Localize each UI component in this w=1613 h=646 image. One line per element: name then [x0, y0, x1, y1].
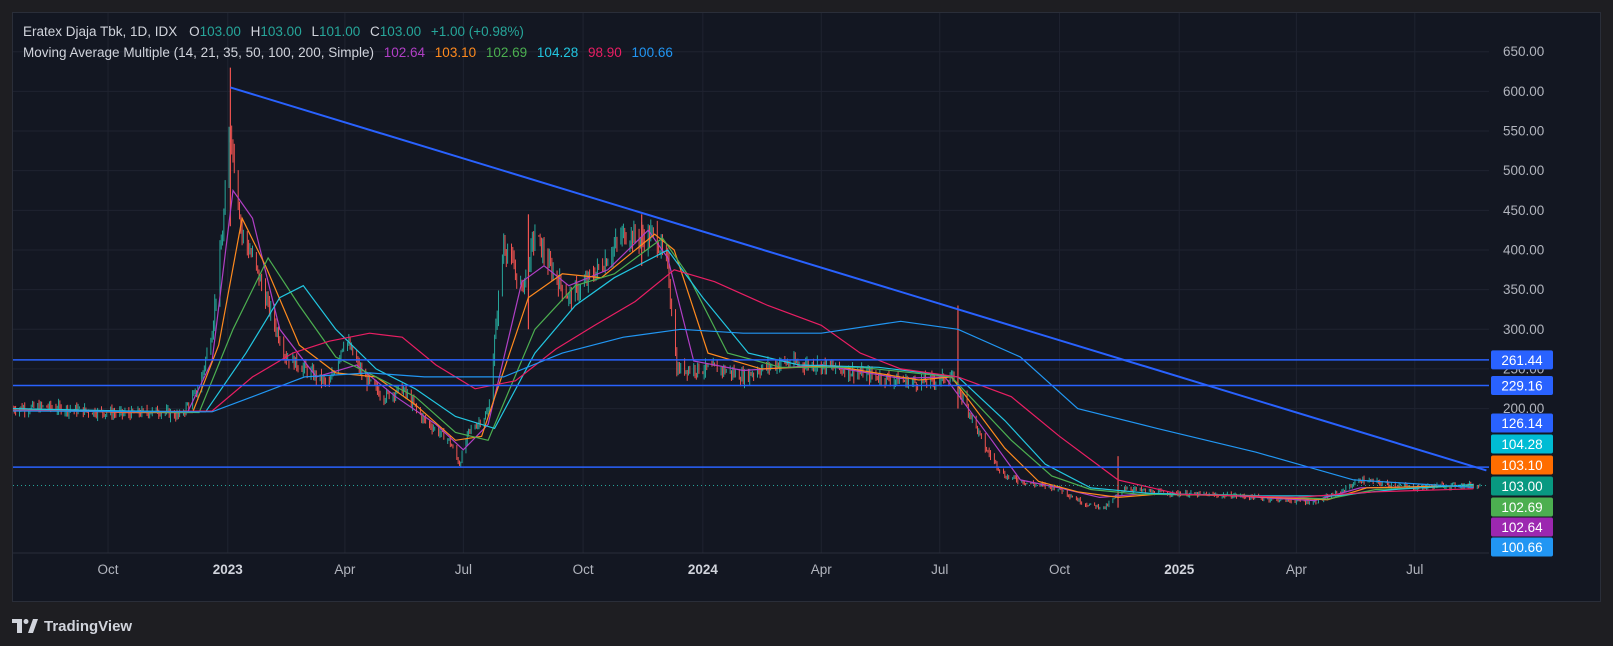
price-chart[interactable]: 650.00 600.00 550.00 500.00 450.00 400.00 350.…	[13, 13, 1602, 603]
level-badge-bg	[1491, 413, 1553, 433]
ma-badge-bg	[1491, 434, 1553, 454]
price-tick-label: 500.00	[1503, 163, 1544, 178]
level-badge: 126.14	[1491, 413, 1553, 433]
ma-line-ma-21	[13, 216, 1474, 501]
time-tick-label: Jul	[1406, 562, 1423, 577]
price-tick-label: 300.00	[1503, 322, 1544, 337]
ma-badge-bg	[1491, 517, 1553, 537]
ma-badge-bg	[1491, 455, 1553, 475]
time-tick-label: 2025	[1164, 562, 1195, 577]
high-value: 103.00	[260, 24, 302, 39]
time-axis: Oct 2023 Apr Jul Oct 2024 Apr Jul Oct 2025 Apr Jul	[98, 562, 1424, 577]
level-badge-bg	[1491, 375, 1553, 395]
low-label: L	[311, 24, 319, 39]
indicator-title: Moving Average Multiple (14, 21, 35, 50,…	[23, 45, 374, 60]
grid	[13, 13, 1489, 553]
tradingview-brand: TradingView	[44, 617, 133, 635]
high-label: H	[250, 24, 261, 39]
time-tick-label: Apr	[334, 562, 356, 577]
time-tick-label: Oct	[573, 562, 594, 577]
ma-value-14: 102.64	[383, 45, 426, 60]
tradingview-footer[interactable]: TradingView	[12, 615, 132, 637]
ma-badge: 100.66	[1491, 537, 1553, 557]
level-badge: 261.44	[1491, 350, 1553, 370]
current-price-badge-bg	[1491, 476, 1553, 496]
descending-trendline	[230, 86, 1487, 472]
price-tick-label: 350.00	[1503, 282, 1544, 297]
ma-line-ma-200	[13, 320, 1474, 488]
ma-line-ma-100	[13, 269, 1474, 499]
time-tick-label: 2023	[213, 562, 244, 577]
ma-badge-text: 100.66	[1501, 540, 1542, 555]
open-value: 103.00	[199, 24, 241, 39]
ma-value-50: 104.28	[536, 45, 579, 60]
time-tick-label: Apr	[811, 562, 833, 577]
current-price-badge-text: 103.00	[1501, 479, 1542, 494]
time-tick-label: Oct	[1049, 562, 1070, 577]
ma-line-ma-50	[13, 249, 1474, 497]
indicator-legend[interactable]: Moving Average Multiple (14, 21, 35, 50,…	[23, 45, 675, 60]
ma-badge-bg	[1491, 537, 1553, 557]
symbol-legend: Eratex Djaja Tbk, 1D, IDX O103.00 H103.0…	[23, 24, 526, 39]
ma-badge: 104.28	[1491, 434, 1553, 454]
ma-badge-bg	[1491, 497, 1553, 517]
current-price-badge: 103.00	[1491, 476, 1553, 496]
low-value: 101.00	[318, 24, 361, 39]
time-tick-label: Jul	[931, 562, 948, 577]
ma-value-35: 102.69	[485, 45, 528, 60]
close-label: C	[370, 24, 380, 39]
time-tick-label: Apr	[1286, 562, 1308, 577]
ma-badge: 103.10	[1491, 455, 1553, 475]
level-badge-text: 229.16	[1501, 378, 1542, 393]
ma-line-ma-14	[13, 188, 1474, 502]
candles	[13, 67, 1481, 510]
time-tick-label: 2024	[688, 562, 719, 577]
ma-value-21: 103.10	[434, 45, 477, 60]
close-value: 103.00	[379, 24, 422, 39]
chart-frame: 650.00 600.00 550.00 500.00 450.00 400.00 350.…	[12, 12, 1601, 602]
level-badge-text: 261.44	[1501, 353, 1543, 368]
price-tick-label: 550.00	[1503, 124, 1544, 139]
open-label: O	[189, 24, 200, 39]
price-tick-label: 200.00	[1503, 401, 1544, 416]
level-badge-bg	[1491, 350, 1553, 370]
ma-badge-text: 104.28	[1501, 437, 1542, 452]
ma-badge-text: 102.64	[1501, 520, 1543, 535]
tradingview-logo-icon	[12, 619, 38, 633]
ma-badge-text: 103.10	[1501, 458, 1542, 473]
ma-badge: 102.64	[1491, 517, 1553, 537]
level-badge-text: 126.14	[1501, 416, 1543, 431]
ma-value-200: 100.66	[631, 45, 673, 60]
time-tick-label: Jul	[455, 562, 472, 577]
ma-line-ma-35	[13, 237, 1474, 500]
ma-value-100: 98.90	[587, 45, 622, 60]
price-tick-label: 400.00	[1503, 242, 1544, 257]
symbol-title: Eratex Djaja Tbk, 1D, IDX	[23, 24, 178, 39]
price-tick-label: 450.00	[1503, 203, 1544, 218]
time-tick-label: Oct	[98, 562, 119, 577]
ma-badge-text: 102.69	[1501, 500, 1542, 515]
change-value: +1.00 (+0.98%)	[430, 24, 524, 39]
price-tick-label: 650.00	[1503, 44, 1544, 59]
ma-badge: 102.69	[1491, 497, 1553, 517]
level-badge: 229.16	[1491, 375, 1553, 395]
price-tick-label: 600.00	[1503, 84, 1544, 99]
